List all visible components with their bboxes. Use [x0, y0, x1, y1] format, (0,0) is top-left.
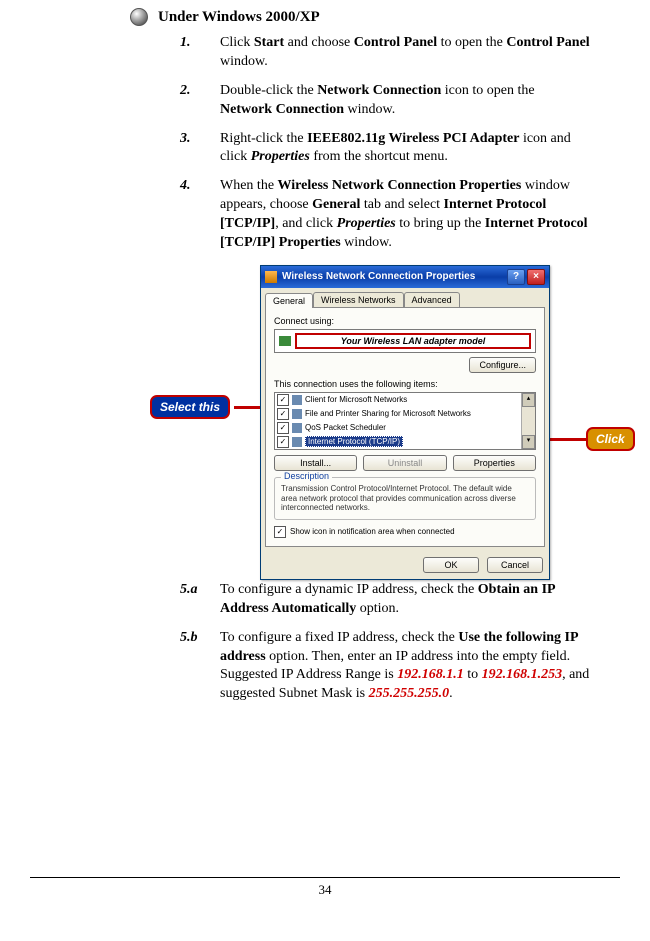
component-icon	[292, 409, 302, 419]
uninstall-button[interactable]: Uninstall	[363, 455, 446, 471]
page-number: 34	[319, 882, 332, 897]
description-legend: Description	[281, 471, 332, 481]
adapter-icon	[279, 336, 291, 346]
component-icon	[292, 395, 302, 405]
scrollbar[interactable]: ▴▾	[521, 393, 535, 449]
substep-number: 5.a	[180, 581, 220, 619]
callout-select-this: Select this	[150, 395, 230, 419]
list-item-label[interactable]: QoS Packet Scheduler	[305, 423, 386, 432]
ok-button[interactable]: OK	[423, 557, 479, 573]
close-button[interactable]: ×	[527, 269, 545, 285]
list-item-label[interactable]: File and Printer Sharing for Microsoft N…	[305, 409, 471, 418]
dialog-titlebar[interactable]: Wireless Network Connection Properties ?…	[261, 266, 549, 288]
checkbox-icon[interactable]: ✓	[277, 408, 289, 420]
page-footer: 34	[30, 877, 620, 898]
components-listbox[interactable]: ✓ Client for Microsoft Networks ✓ File a…	[274, 392, 536, 450]
substep-body: To configure a dynamic IP address, check…	[220, 581, 590, 619]
show-icon-label: Show icon in notification area when conn…	[290, 527, 455, 536]
configure-button[interactable]: Configure...	[469, 357, 536, 373]
help-button[interactable]: ?	[507, 269, 525, 285]
step-body: Double-click the Network Connection icon…	[220, 82, 590, 120]
step-body: When the Wireless Network Connection Pro…	[220, 177, 590, 253]
list-item-label[interactable]: Internet Protocol (TCP/IP)	[305, 436, 403, 447]
list-item-selected: ✓ Internet Protocol (TCP/IP)	[275, 435, 535, 449]
install-button[interactable]: Install...	[274, 455, 357, 471]
checkbox-icon[interactable]: ✓	[277, 436, 289, 448]
section-heading: Under Windows 2000/XP	[158, 9, 320, 26]
properties-dialog: Wireless Network Connection Properties ?…	[260, 265, 550, 580]
tab-advanced[interactable]: Advanced	[404, 292, 460, 307]
cancel-button[interactable]: Cancel	[487, 557, 543, 573]
component-icon	[292, 437, 302, 447]
dialog-title: Wireless Network Connection Properties	[282, 271, 475, 282]
list-item: ✓ File and Printer Sharing for Microsoft…	[275, 407, 535, 421]
window-icon	[265, 271, 277, 283]
component-icon	[292, 423, 302, 433]
callout-click: Click	[586, 427, 635, 451]
tab-general[interactable]: General	[265, 293, 313, 308]
list-item: ✓ QoS Packet Scheduler	[275, 421, 535, 435]
items-label: This connection uses the following items…	[274, 379, 536, 389]
screenshot-figure: Select this Click Wireless Network Conne…	[30, 265, 620, 565]
checkbox-icon[interactable]: ✓	[277, 394, 289, 406]
properties-button[interactable]: Properties	[453, 455, 536, 471]
step-number: 2.	[180, 82, 220, 120]
substep-body: To configure a fixed IP address, check t…	[220, 629, 590, 705]
step-number: 4.	[180, 177, 220, 253]
list-item: ✓ Client for Microsoft Networks	[275, 393, 535, 407]
bullet-sphere-icon	[130, 8, 148, 26]
connect-using-label: Connect using:	[274, 316, 536, 326]
description-group: Description Transmission Control Protoco…	[274, 477, 536, 520]
show-icon-checkbox[interactable]: ✓	[274, 526, 286, 538]
step-body: Right-click the IEEE802.11g Wireless PCI…	[220, 130, 590, 168]
list-item-label[interactable]: Client for Microsoft Networks	[305, 395, 407, 404]
checkbox-icon[interactable]: ✓	[277, 422, 289, 434]
substep-number: 5.b	[180, 629, 220, 705]
tab-wireless-networks[interactable]: Wireless Networks	[313, 292, 404, 307]
adapter-name-placeholder: Your Wireless LAN adapter model	[295, 333, 531, 349]
step-number: 3.	[180, 130, 220, 168]
step-body: Click Start and choose Control Panel to …	[220, 34, 590, 72]
step-number: 1.	[180, 34, 220, 72]
description-text: Transmission Control Protocol/Internet P…	[281, 484, 529, 513]
adapter-field: Your Wireless LAN adapter model	[274, 329, 536, 353]
